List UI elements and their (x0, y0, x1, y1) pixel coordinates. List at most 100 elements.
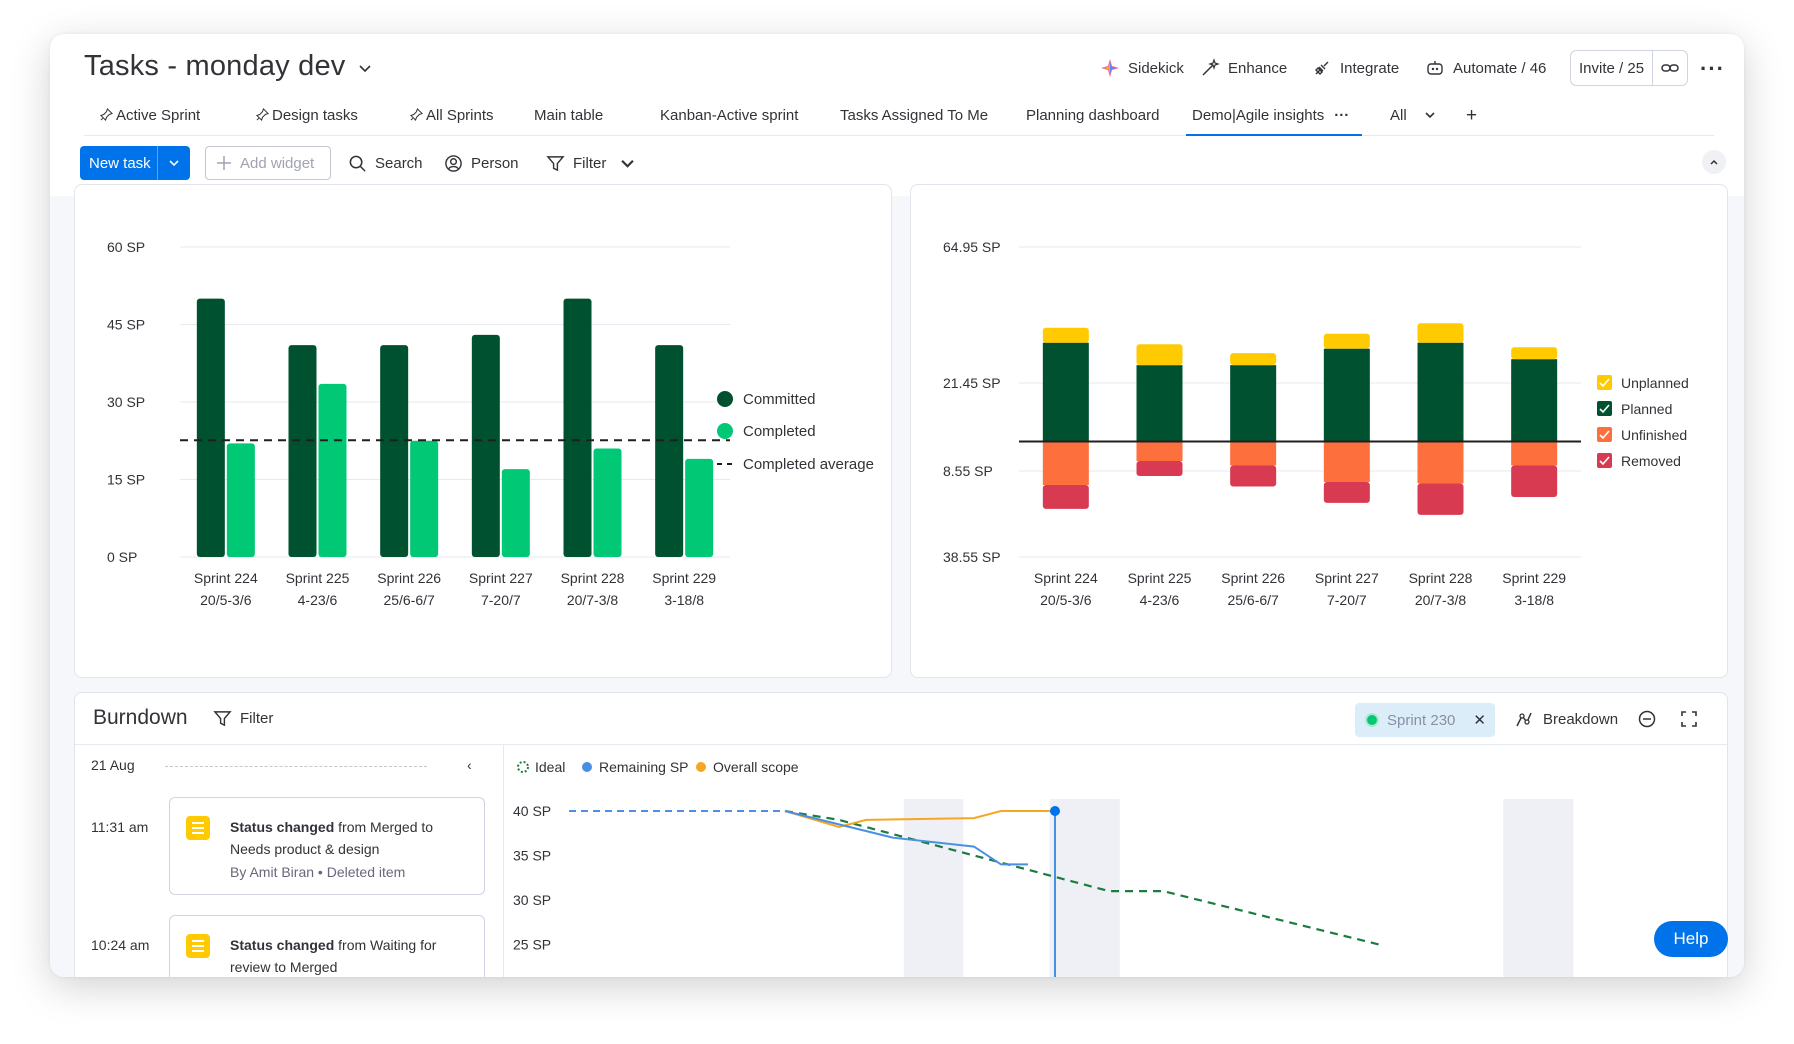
y-tick-label: 21.45 SP (943, 375, 1001, 391)
y-tick-label: 60 SP (107, 239, 145, 255)
non-working-day-band (903, 799, 964, 977)
automate-button[interactable]: Automate / 46 (1425, 58, 1546, 78)
close-icon[interactable]: ✕ (1473, 712, 1486, 729)
legend-label: Planned (1621, 401, 1672, 417)
board-title[interactable]: Tasks - monday dev (84, 50, 346, 82)
new-task-label: New task (80, 146, 158, 180)
y-tick-label: 15 SP (107, 472, 145, 488)
tab-label: Design tasks (272, 107, 358, 124)
unplanned-bar (1323, 333, 1370, 349)
chevron-left-icon[interactable]: ‹ (467, 757, 472, 773)
search-icon (349, 155, 366, 172)
breakdown-button[interactable]: Breakdown (1515, 709, 1618, 729)
tab-demo-agile-insights[interactable]: Demo|Agile insights ··· (1186, 96, 1362, 136)
tab-label: Active Sprint (116, 107, 201, 124)
breakdown-icon (1516, 712, 1532, 727)
invite-group: Invite / 25 (1570, 50, 1688, 86)
add-view-icon[interactable]: + (1466, 105, 1478, 126)
legend-label: Ideal (535, 759, 565, 775)
more-menu-icon[interactable]: ··· (1700, 56, 1725, 81)
unfinished-bar (1230, 441, 1277, 466)
new-task-dropdown[interactable] (158, 156, 190, 170)
link-icon (1661, 64, 1679, 72)
sidekick-button[interactable]: Sidekick (1100, 58, 1184, 78)
collapse-header-button[interactable] (1702, 150, 1726, 174)
y-tick-label: 64.95 SP (943, 239, 1001, 255)
chevron-down-icon[interactable] (618, 154, 637, 173)
today-marker-dot (1050, 806, 1060, 816)
fullscreen-button[interactable] (1679, 709, 1699, 729)
planned-bar (1136, 365, 1183, 442)
pin-icon (256, 108, 269, 121)
chat-icon (1638, 710, 1656, 728)
planned-bar (1230, 365, 1277, 442)
integrate-button[interactable]: Integrate (1312, 58, 1399, 78)
tab-all-dropdown[interactable]: All (1390, 96, 1437, 136)
tab-active-sprint[interactable]: Active Sprint (100, 96, 200, 136)
x-tick-label: Sprint 226 (377, 570, 441, 586)
activity-card[interactable]: Status changed from Waiting for review t… (169, 915, 485, 977)
chevron-down-icon[interactable] (355, 58, 375, 78)
tab-tasks-assigned-to-me[interactable]: Tasks Assigned To Me (840, 96, 988, 136)
date-divider (165, 766, 427, 767)
activity-date: 21 Aug (91, 757, 135, 773)
filter-button[interactable]: Filter (546, 146, 637, 180)
x-tick-label: Sprint 228 (1409, 570, 1473, 586)
add-widget-label: Add widget (240, 154, 315, 172)
unplanned-bar (1417, 323, 1464, 343)
committed-bar (655, 345, 684, 557)
tab-kanban-active-sprint[interactable]: Kanban-Active sprint (660, 96, 798, 136)
planned-bar (1511, 359, 1558, 442)
committed-bar (380, 345, 409, 557)
person-filter-button[interactable]: Person (444, 146, 519, 180)
unplanned-bar (1042, 327, 1089, 343)
unfinished-bar (1511, 441, 1558, 466)
x-tick-label: Sprint 224 (1034, 570, 1098, 586)
completed-bar (318, 383, 347, 557)
tab-design-tasks[interactable]: Design tasks (256, 96, 358, 136)
copy-link-button[interactable] (1653, 58, 1687, 78)
committed-bar (471, 334, 500, 557)
ideal-line (784, 809, 1380, 946)
tab-all-sprints[interactable]: All Sprints (410, 96, 494, 136)
filter-icon (546, 155, 565, 171)
add-widget-button[interactable]: Add widget (205, 146, 331, 180)
automate-label: Automate / 46 (1453, 59, 1547, 77)
tab-main-table[interactable]: Main table (534, 96, 603, 136)
legend-label: Unfinished (1621, 427, 1687, 443)
divider (503, 745, 504, 977)
legend-swatch-removed (1597, 453, 1612, 468)
activity-text: Status changed from Waiting for review t… (230, 934, 470, 977)
x-tick-label: Sprint 228 (561, 570, 625, 586)
status-column-icon (186, 816, 210, 840)
tab-planning-dashboard[interactable]: Planning dashboard (1026, 96, 1159, 136)
legend-label: Completed average (743, 456, 874, 473)
completed-bar (501, 469, 530, 557)
sprint-chip[interactable]: Sprint 230 ✕ (1355, 703, 1495, 737)
tab-label: Demo|Agile insights (1192, 107, 1325, 124)
y-tick-label: 40 SP (513, 803, 551, 819)
new-task-button[interactable]: New task (80, 146, 190, 180)
unfinished-bar (1323, 441, 1370, 482)
committed-bar (288, 345, 317, 557)
tab-options-icon[interactable]: ··· (1334, 107, 1350, 124)
burndown-filter-button[interactable]: Filter (213, 709, 273, 728)
x-tick-label: Sprint 229 (1502, 570, 1566, 586)
comments-button[interactable] (1637, 709, 1657, 729)
x-tick-sublabel: 20/5-3/6 (1040, 592, 1092, 608)
activity-card[interactable]: Status changed from Merged to Needs prod… (169, 797, 485, 895)
enhance-button[interactable]: Enhance (1200, 58, 1287, 78)
x-tick-label: Sprint 225 (1128, 570, 1192, 586)
search-label: Search (375, 154, 423, 172)
invite-button[interactable]: Invite / 25 (1571, 51, 1654, 85)
x-tick-sublabel: 20/7-3/8 (567, 592, 619, 608)
legend-swatch-ideal (517, 761, 529, 773)
search-button[interactable]: Search (348, 146, 423, 180)
enhance-label: Enhance (1228, 59, 1288, 77)
x-tick-label: Sprint 227 (469, 570, 533, 586)
robot-icon (1427, 61, 1443, 75)
chevron-down-icon (169, 160, 179, 167)
x-tick-sublabel: 4-23/6 (1140, 592, 1180, 608)
help-button[interactable]: Help (1654, 921, 1728, 957)
legend-label: Completed (743, 423, 816, 440)
